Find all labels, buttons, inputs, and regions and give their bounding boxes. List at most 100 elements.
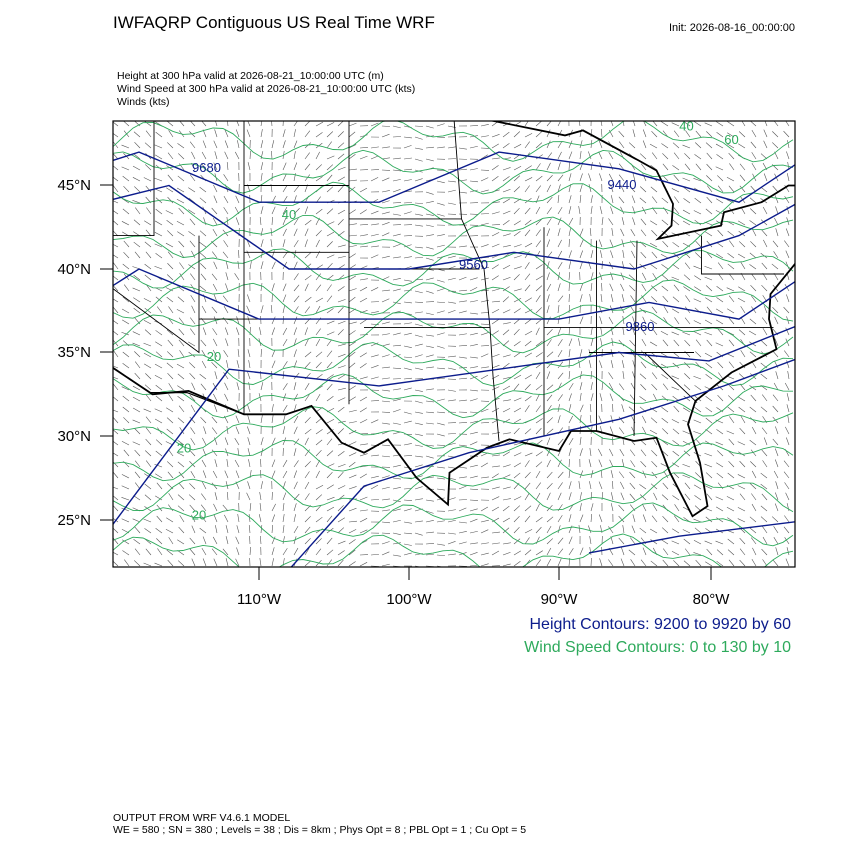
- wind-barb: [557, 217, 562, 226]
- wind-barb: [684, 350, 691, 358]
- wind-barb: [750, 141, 757, 149]
- wind-barb: [326, 549, 334, 556]
- wind-barb: [748, 330, 757, 336]
- wind-barb: [202, 470, 207, 479]
- wind-barb: [166, 121, 174, 127]
- wind-barb: [557, 471, 564, 479]
- wind-barb: [121, 166, 130, 171]
- wind-barb: [247, 349, 251, 358]
- wind-barb: [236, 121, 240, 127]
- wind-barb: [414, 158, 423, 162]
- wind-barb: [469, 431, 478, 435]
- wind-barb: [609, 393, 614, 402]
- wind-barb: [568, 481, 572, 490]
- wind-barb: [282, 228, 287, 237]
- wind-barb: [326, 231, 335, 237]
- wind-barb: [491, 531, 500, 534]
- wind-barb: [271, 316, 276, 325]
- wind-barb: [480, 529, 489, 534]
- wind-barb: [618, 416, 625, 424]
- wind-barb: [359, 509, 368, 512]
- wind-barb: [513, 452, 522, 457]
- wind-barb: [248, 514, 251, 523]
- wind-barb: [728, 361, 735, 369]
- wind-barb: [502, 210, 511, 215]
- wind-barb: [784, 482, 790, 490]
- wind-barb: [535, 142, 543, 149]
- wind-barb: [546, 184, 551, 193]
- wind-barb: [348, 321, 357, 325]
- wind-barb: [189, 504, 196, 512]
- wind-barb: [737, 220, 746, 226]
- wind-barb: [785, 426, 790, 435]
- wind-barb: [480, 366, 489, 369]
- wind-barb: [315, 297, 324, 303]
- wind-barb: [188, 494, 196, 501]
- wind-barb: [293, 525, 299, 534]
- wind-barb: [600, 470, 603, 479]
- wind-barb: [491, 176, 499, 182]
- wind-barb: [513, 550, 521, 556]
- wind-barb: [282, 173, 287, 182]
- wind-barb: [177, 396, 185, 402]
- wind-barb: [598, 415, 603, 424]
- wind-barb: [469, 344, 478, 347]
- wind-barb: [403, 145, 412, 149]
- wind-barb: [447, 301, 456, 304]
- wind-barb: [761, 284, 768, 292]
- wind-barb: [661, 450, 669, 457]
- wind-barb: [649, 242, 658, 248]
- wind-barb: [775, 492, 779, 501]
- wind-barb: [491, 224, 501, 226]
- wind-barb: [752, 228, 757, 237]
- wind-barb: [557, 448, 562, 457]
- wind-barb: [568, 195, 572, 204]
- wind-barb: [236, 327, 240, 336]
- height-label: 9680: [192, 160, 221, 175]
- wind-barb: [642, 426, 647, 435]
- wind-barb: [728, 185, 735, 193]
- speed-label: 60: [724, 132, 738, 147]
- wind-barb: [726, 353, 735, 358]
- wind-barb: [683, 407, 691, 413]
- wind-barb: [282, 548, 288, 556]
- wind-barb: [381, 377, 390, 380]
- wind-barb: [222, 251, 229, 259]
- wind-barb: [557, 295, 564, 303]
- wind-barb: [609, 459, 614, 468]
- wind-barb: [674, 317, 680, 325]
- wind-barb: [650, 220, 658, 226]
- wind-barb: [190, 427, 196, 435]
- wind-barb: [155, 208, 163, 215]
- wind-barb: [224, 437, 229, 446]
- wind-barb: [403, 521, 412, 524]
- wind-barb: [787, 371, 790, 380]
- wind-barb: [684, 339, 691, 347]
- wind-barb: [524, 537, 530, 545]
- wind-barb: [622, 371, 625, 380]
- wind-barb: [359, 376, 368, 380]
- wind-barb: [608, 382, 614, 391]
- wind-barb: [480, 154, 488, 160]
- wind-barb: [480, 332, 489, 336]
- wind-barb: [590, 283, 593, 292]
- wind-barb: [728, 395, 735, 402]
- wind-barb: [403, 289, 412, 292]
- wind-barb: [201, 459, 207, 468]
- wind-barb: [213, 140, 218, 149]
- wind-barb: [610, 492, 614, 501]
- wind-barb: [704, 331, 713, 336]
- wind-barb: [612, 403, 614, 413]
- wind-barb: [326, 208, 334, 215]
- wind-barb: [750, 394, 757, 402]
- wind-barb: [491, 465, 500, 468]
- wind-barb: [304, 481, 310, 490]
- wind-barb: [123, 251, 130, 259]
- wind-barb: [213, 195, 218, 204]
- wind-barb: [652, 121, 658, 127]
- wind-barb: [642, 272, 647, 281]
- wind-barb: [704, 265, 713, 270]
- wind-barb: [761, 449, 768, 457]
- wind-barb: [579, 316, 584, 325]
- wind-barb: [337, 387, 346, 391]
